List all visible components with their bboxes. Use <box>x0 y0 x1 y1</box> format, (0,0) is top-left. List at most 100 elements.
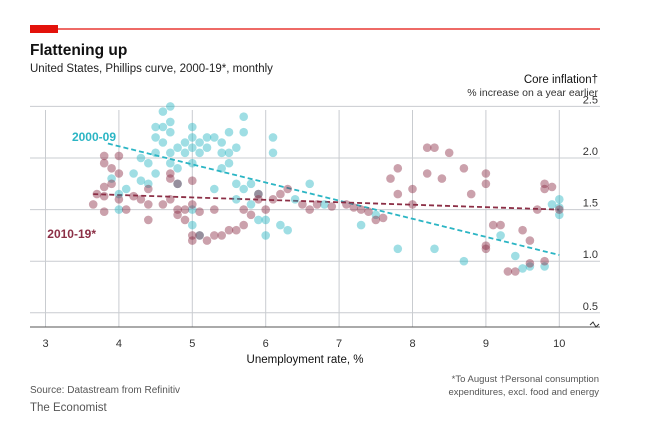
point-2000-09 <box>371 210 381 220</box>
point-2010-19 <box>121 205 131 214</box>
point-2010-19 <box>99 182 109 192</box>
point-2000-09 <box>254 189 263 199</box>
point-2000-09 <box>246 179 256 189</box>
point-2010-19 <box>217 231 226 240</box>
point-2000-09 <box>136 153 146 163</box>
point-2000-09 <box>151 122 160 132</box>
point-2010-19 <box>239 205 248 214</box>
point-2000-09 <box>261 215 271 225</box>
point-2010-19 <box>540 184 549 194</box>
point-2000-09 <box>188 220 197 230</box>
point-2010-19 <box>481 179 491 189</box>
scatter-points <box>88 102 564 276</box>
point-2000-09 <box>555 195 564 204</box>
point-2010-19 <box>408 184 417 194</box>
point-2000-09 <box>496 231 505 240</box>
x-tick-label: 4 <box>116 338 122 350</box>
point-2000-09 <box>151 133 160 142</box>
point-2010-19 <box>173 179 182 189</box>
point-2010-19 <box>158 200 168 209</box>
point-2000-09 <box>202 133 212 142</box>
point-2010-19 <box>99 158 109 168</box>
point-2010-19 <box>166 195 175 204</box>
point-2000-09 <box>224 148 234 158</box>
chart-title: Flattening up <box>30 42 127 59</box>
point-2000-09 <box>188 133 197 142</box>
point-2010-19 <box>129 191 138 201</box>
point-2000-09 <box>356 220 366 230</box>
point-2000-09 <box>511 251 520 261</box>
point-2010-19 <box>430 143 439 152</box>
point-2010-19 <box>540 179 549 189</box>
point-2010-19 <box>305 205 315 214</box>
point-2000-09 <box>290 195 300 204</box>
point-2000-09 <box>239 127 248 137</box>
point-2000-09 <box>166 127 175 137</box>
point-2010-19 <box>195 207 204 216</box>
point-2010-19 <box>202 236 212 245</box>
point-2010-19 <box>166 174 175 183</box>
x-tick-label: 3 <box>42 338 48 350</box>
point-2010-19 <box>144 200 153 209</box>
point-2010-19 <box>422 169 432 178</box>
point-2000-09 <box>158 122 168 132</box>
point-2000-09 <box>188 205 197 214</box>
point-2010-19 <box>144 215 153 225</box>
point-2010-19 <box>283 184 293 194</box>
point-2010-19 <box>195 231 204 240</box>
point-2010-19 <box>173 205 182 214</box>
point-2000-09 <box>232 195 241 204</box>
point-2010-19 <box>342 200 351 209</box>
point-2010-19 <box>180 205 190 214</box>
point-2000-09 <box>173 179 182 189</box>
point-2000-09 <box>144 158 153 168</box>
point-2010-19 <box>144 184 153 194</box>
point-2000-09 <box>268 148 278 158</box>
point-2010-19 <box>261 205 271 214</box>
point-2010-19 <box>99 191 109 201</box>
point-2010-19 <box>371 215 381 225</box>
footnote-line-2: expenditures, excl. food and energy <box>448 387 599 398</box>
series-label-2010-19: 2010-19* <box>47 227 96 241</box>
point-2000-09 <box>158 107 168 116</box>
point-2010-19 <box>503 267 513 276</box>
point-2010-19 <box>180 215 190 225</box>
point-2000-09 <box>158 138 168 147</box>
point-2010-19 <box>356 205 366 214</box>
red-tag <box>30 25 58 33</box>
point-2000-09 <box>540 262 549 271</box>
point-2000-09 <box>166 117 175 127</box>
point-2000-09 <box>195 138 204 147</box>
point-2010-19 <box>276 189 285 199</box>
point-2010-19 <box>393 164 403 173</box>
point-2010-19 <box>88 200 98 209</box>
point-2000-09 <box>246 200 256 209</box>
point-2000-09 <box>188 143 197 152</box>
point-2000-09 <box>547 200 557 209</box>
y-axis-sublabel: % increase on a year earlier <box>467 87 598 99</box>
point-2010-19 <box>188 200 197 209</box>
point-2010-19 <box>481 244 491 254</box>
point-2010-19 <box>210 231 219 240</box>
point-2010-19 <box>188 231 197 240</box>
point-2010-19 <box>246 210 256 220</box>
y-tick-label: 1.0 <box>583 249 598 261</box>
point-2000-09 <box>283 225 293 235</box>
point-2000-09 <box>210 133 219 142</box>
point-2000-09 <box>232 143 241 152</box>
point-2010-19 <box>239 220 248 230</box>
point-2010-19 <box>459 164 469 173</box>
grid <box>30 105 600 328</box>
point-2000-09 <box>217 164 226 173</box>
x-tick-label: 5 <box>189 338 195 350</box>
point-2010-19 <box>488 220 498 230</box>
point-2000-09 <box>188 158 197 168</box>
point-2000-09 <box>121 184 131 194</box>
point-2010-19 <box>444 148 454 158</box>
point-2000-09 <box>202 143 212 152</box>
y-tick-label: 0.5 <box>583 301 598 313</box>
x-tick-label: 7 <box>336 338 342 350</box>
point-2010-19 <box>254 189 263 199</box>
x-axis-label: Unemployment rate, % <box>247 354 364 366</box>
point-2000-09 <box>555 210 564 220</box>
